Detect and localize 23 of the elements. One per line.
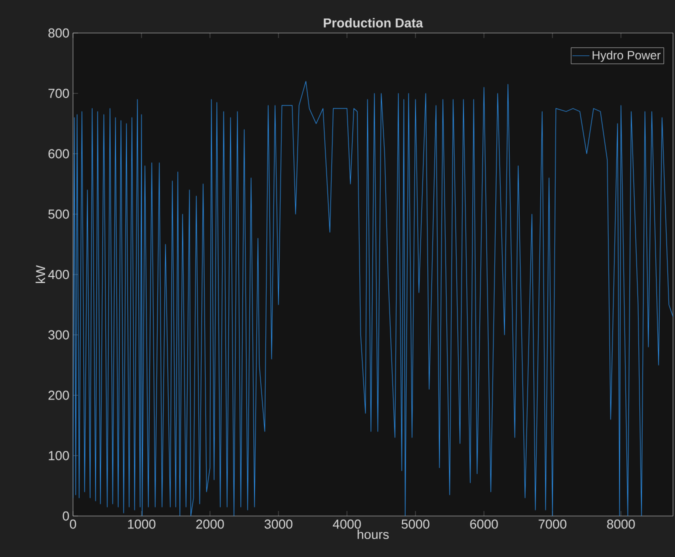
- y-tick-label: 800: [48, 28, 69, 38]
- x-tick-label: 8000: [607, 520, 635, 529]
- x-tick-label: 6000: [470, 520, 498, 529]
- x-tick-label: 7000: [538, 520, 566, 529]
- y-tick-label: 100: [48, 451, 69, 460]
- x-axis-title: hours: [358, 530, 389, 540]
- x-tick-label: 2000: [196, 520, 224, 529]
- legend-label: Hydro Power: [592, 50, 661, 62]
- x-tick-label: 0: [70, 520, 76, 529]
- y-tick-label: 200: [48, 390, 69, 400]
- x-tick-label: 1000: [128, 520, 156, 529]
- y-tick-label: 400: [48, 270, 69, 280]
- line-series: [73, 81, 674, 516]
- y-axis-title: kW: [36, 265, 46, 283]
- y-tick-label: 300: [48, 330, 69, 340]
- x-tick-label: 5000: [402, 520, 430, 529]
- x-tick-label: 4000: [332, 520, 361, 529]
- y-tick-label: 500: [48, 210, 69, 219]
- x-tick-label: 3000: [264, 520, 292, 529]
- y-tick-label: 600: [48, 149, 69, 158]
- y-tick-label: 0: [62, 511, 69, 521]
- chart-title: Production Data: [324, 18, 424, 28]
- y-tick-label: 700: [48, 88, 69, 98]
